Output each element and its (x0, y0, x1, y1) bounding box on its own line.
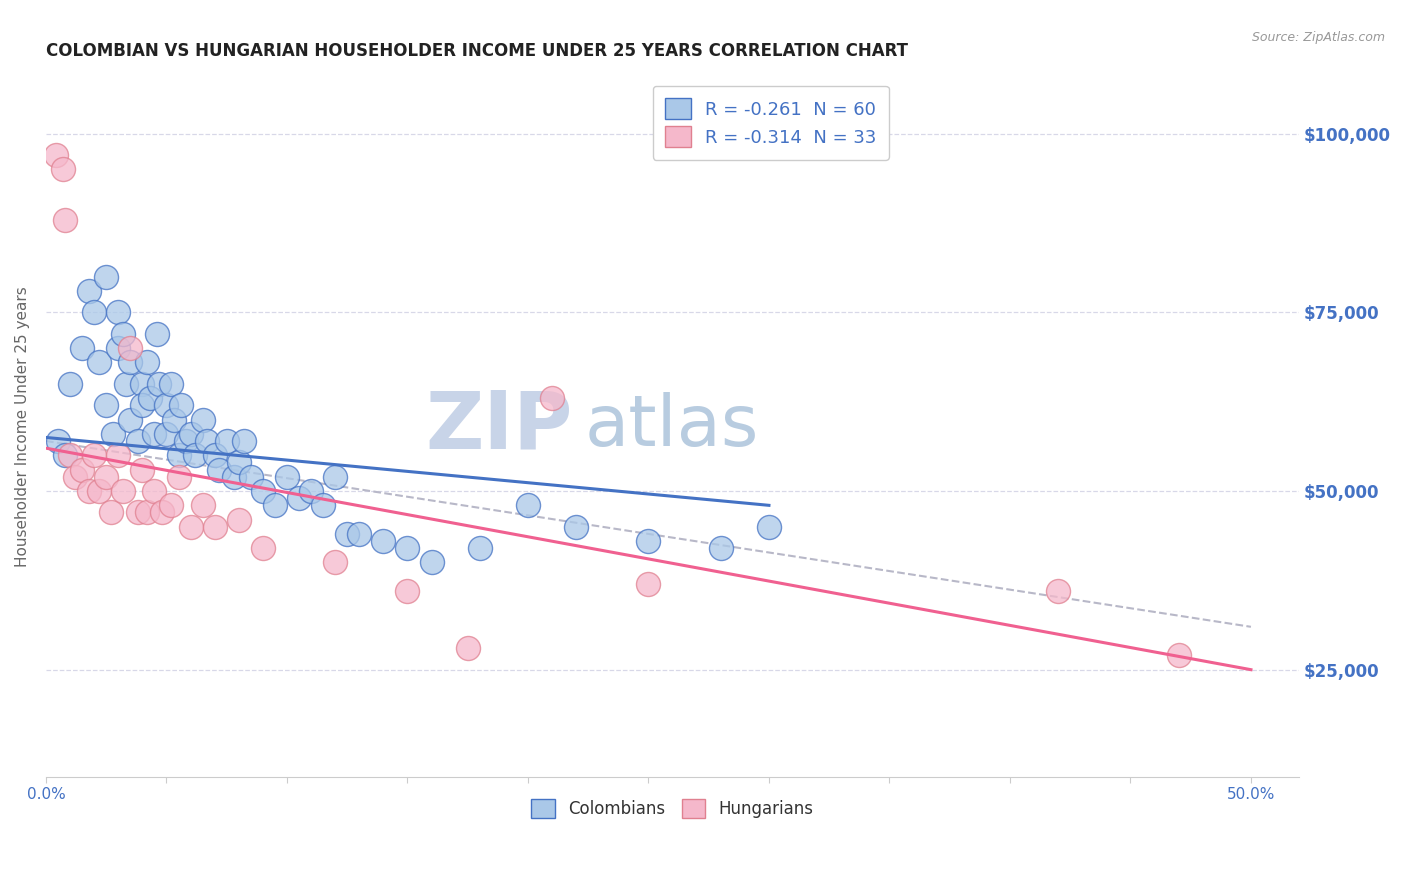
Point (323, 469, 346, 483)
Point (349, 527, 371, 541)
Text: Source: ZipAtlas.com: Source: ZipAtlas.com (1251, 31, 1385, 45)
Point (120, 341, 142, 355)
Point (373, 534, 395, 549)
Point (150, 506, 173, 520)
Point (96, 398, 118, 412)
Point (107, 341, 129, 355)
Point (232, 434, 254, 448)
Point (96, 269, 118, 284)
Point (100, 506, 122, 520)
Point (59, 376, 82, 391)
Point (63, 469, 86, 483)
Point (299, 483, 322, 498)
Point (1167, 648, 1189, 663)
Point (228, 455, 250, 469)
Point (87, 483, 110, 498)
Point (396, 584, 419, 599)
Point (53, 448, 76, 462)
Point (79, 284, 101, 298)
Point (103, 426, 125, 441)
Point (517, 499, 540, 513)
Point (191, 499, 214, 513)
Point (114, 376, 136, 391)
Point (131, 398, 153, 412)
Point (276, 469, 298, 483)
Point (565, 520, 588, 534)
Point (70, 462, 93, 476)
Point (127, 434, 149, 448)
Point (59, 448, 82, 462)
Point (215, 434, 238, 448)
Point (204, 520, 226, 534)
Point (174, 434, 197, 448)
Legend: Colombians, Hungarians: Colombians, Hungarians (524, 792, 820, 824)
Point (758, 520, 780, 534)
Point (136, 355, 159, 369)
Point (239, 469, 262, 483)
Point (208, 462, 231, 476)
Point (204, 448, 226, 462)
Point (131, 462, 153, 476)
Point (96, 469, 118, 483)
Point (160, 376, 183, 391)
Point (107, 305, 129, 319)
Point (138, 391, 160, 405)
Point (146, 326, 169, 341)
Point (252, 541, 274, 556)
Point (131, 376, 153, 391)
Point (637, 534, 659, 549)
Point (155, 426, 177, 441)
Point (184, 448, 207, 462)
Point (46, 434, 69, 448)
Point (457, 641, 479, 656)
Point (112, 483, 135, 498)
Point (197, 434, 219, 448)
Point (288, 491, 311, 506)
Point (155, 398, 177, 412)
Point (160, 499, 183, 513)
Point (45, 148, 67, 162)
Point (541, 391, 564, 405)
Point (420, 556, 443, 570)
Point (222, 469, 245, 483)
Point (228, 513, 250, 527)
Point (180, 426, 202, 441)
Point (120, 355, 142, 369)
Point (191, 412, 214, 426)
Text: ZIP: ZIP (425, 388, 572, 466)
Point (396, 541, 419, 556)
Text: atlas: atlas (585, 392, 759, 461)
Point (143, 483, 166, 498)
Point (264, 499, 287, 513)
Point (312, 499, 335, 513)
Text: COLOMBIAN VS HUNGARIAN HOUSEHOLDER INCOME UNDER 25 YEARS CORRELATION CHART: COLOMBIAN VS HUNGARIAN HOUSEHOLDER INCOM… (46, 42, 908, 60)
Point (107, 448, 129, 462)
Point (112, 326, 135, 341)
Point (323, 556, 346, 570)
Point (127, 506, 149, 520)
Point (148, 376, 170, 391)
Point (136, 506, 159, 520)
Point (83, 305, 105, 319)
Point (87, 355, 110, 369)
Point (52, 162, 75, 177)
Point (167, 448, 190, 462)
Point (163, 412, 186, 426)
Point (252, 483, 274, 498)
Point (336, 527, 359, 541)
Y-axis label: Householder Income Under 25 years: Householder Income Under 25 years (15, 286, 30, 567)
Point (120, 412, 142, 426)
Point (83, 448, 105, 462)
Point (53, 212, 76, 227)
Point (1047, 584, 1070, 599)
Point (637, 577, 659, 591)
Point (79, 483, 101, 498)
Point (180, 520, 202, 534)
Point (710, 541, 733, 556)
Point (143, 426, 166, 441)
Point (70, 341, 93, 355)
Point (468, 541, 491, 556)
Point (170, 398, 193, 412)
Point (167, 469, 190, 483)
